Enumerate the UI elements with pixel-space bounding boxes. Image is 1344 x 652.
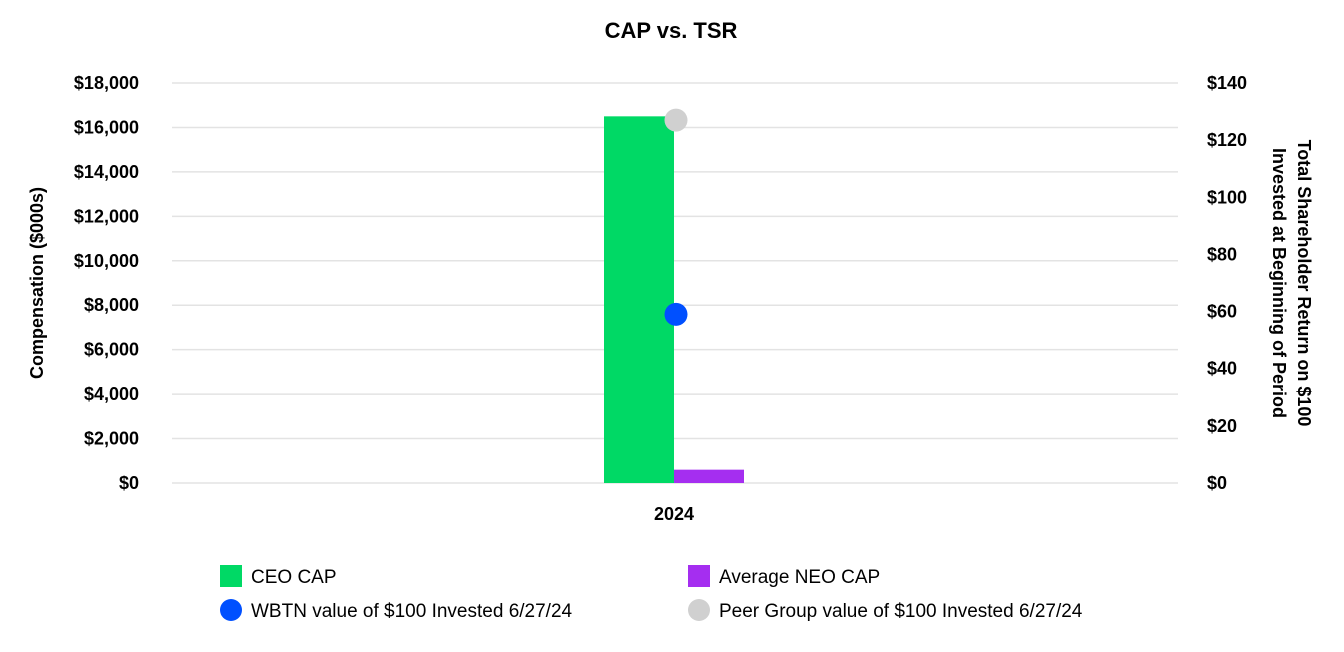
right-tick-label: $60 <box>1207 302 1237 322</box>
left-tick-label: $8,000 <box>84 295 139 315</box>
left-tick-label: $6,000 <box>84 340 139 360</box>
legend-label-wbtn-value-of-100-invested-6-27-24: WBTN value of $100 Invested 6/27/24 <box>251 601 573 622</box>
left-tick-label: $0 <box>119 473 139 493</box>
gridlines <box>172 82 1178 484</box>
point-wbtn-value-of-100-invested-6-27-24 <box>664 302 688 326</box>
chart-title: CAP vs. TSR <box>605 18 738 43</box>
right-tick-label: $100 <box>1207 187 1247 207</box>
left-tick-label: $18,000 <box>74 73 139 93</box>
right-tick-label: $140 <box>1207 73 1247 93</box>
right-axis-label-line-2: Invested at Beginning of Period <box>1269 148 1289 418</box>
left-tick-label: $12,000 <box>74 206 139 226</box>
left-tick-label: $2,000 <box>84 429 139 449</box>
bar-average-neo-cap <box>674 469 744 483</box>
bars <box>604 116 744 483</box>
right-tick-label: $40 <box>1207 359 1237 379</box>
legend-label-average-neo-cap: Average NEO CAP <box>719 567 880 588</box>
legend-label-peer-group-value-of-100-invested-6-27-24: Peer Group value of $100 Invested 6/27/2… <box>719 601 1083 622</box>
left-tick-label: $4,000 <box>84 384 139 404</box>
point-peer-group-value-of-100-invested-6-27-24 <box>664 108 688 132</box>
left-axis-ticks: $0 $2,000 $4,000 $6,000 $8,000 $10,000 $12,000… <box>74 73 139 493</box>
bar-ceo-cap <box>604 116 674 483</box>
legend: CEO CAP Average NEO CAP WBTN value of $100… <box>220 565 1083 622</box>
right-tick-label: $80 <box>1207 244 1237 264</box>
left-tick-label: $14,000 <box>74 162 139 182</box>
legend-swatch-wbtn-value-of-100-invested-6-27-24 <box>220 599 242 621</box>
right-tick-label: $120 <box>1207 130 1247 150</box>
left-axis-label: Compensation ($000s) <box>27 187 47 379</box>
x-tick-label: 2024 <box>654 504 694 524</box>
legend-swatch-ceo-cap <box>220 565 242 587</box>
right-axis-label-line-1: Total Shareholder Return on $100 <box>1294 140 1314 427</box>
left-tick-label: $16,000 <box>74 117 139 137</box>
right-tick-label: $20 <box>1207 416 1237 436</box>
legend-label-ceo-cap: CEO CAP <box>251 567 337 588</box>
points <box>664 108 688 326</box>
right-axis-ticks: $0 $20 $40 $60 $80 $100 $120 $140 <box>1207 73 1247 493</box>
left-tick-label: $10,000 <box>74 251 139 271</box>
legend-swatch-average-neo-cap <box>688 565 710 587</box>
right-tick-label: $0 <box>1207 473 1227 493</box>
x-axis-ticks: 2024 <box>654 504 694 524</box>
legend-swatch-peer-group-value-of-100-invested-6-27-24 <box>688 599 710 621</box>
